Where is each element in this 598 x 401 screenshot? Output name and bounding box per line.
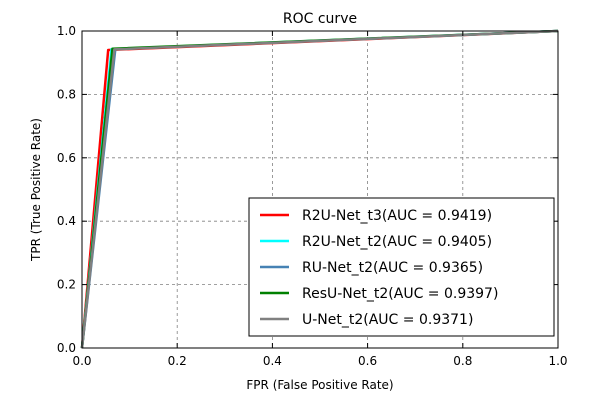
legend-label: R2U-Net_t3(AUC = 0.9419) [302, 208, 492, 224]
y-tick-label: 1.0 [57, 24, 76, 38]
x-tick-label: 0.4 [263, 354, 282, 368]
series-lines [80, 29, 559, 349]
x-tick-label: 1.0 [548, 354, 567, 368]
legend: R2U-Net_t3(AUC = 0.9419) R2U-Net_t2(AUC =… [248, 197, 555, 337]
legend-box [248, 197, 555, 337]
x-axis-label: FPR (False Positive Rate) [246, 378, 393, 392]
legend-label: RU-Net_t2(AUC = 0.9365) [302, 260, 483, 276]
x-tick-label: 0.2 [168, 354, 187, 368]
x-tick-label: 0.8 [453, 354, 472, 368]
legend-label: R2U-Net_t2(AUC = 0.9405) [302, 234, 492, 250]
legend-label: U-Net_t2(AUC = 0.9371) [302, 312, 473, 328]
chart-title: ROC curve [283, 11, 357, 27]
x-tick-label: 0.0 [72, 354, 91, 368]
y-tick-label: 0.6 [57, 151, 76, 165]
x-tick-label: 0.6 [358, 354, 377, 368]
series-line [80, 29, 559, 349]
plot-frame [81, 30, 559, 349]
y-tick-label: 0.2 [57, 278, 76, 292]
y-axis-label: TPR (True Positive Rate) [29, 118, 43, 262]
legend-label: ResU-Net_t2(AUC = 0.9397) [302, 286, 498, 302]
y-tick-label: 0.4 [57, 214, 76, 228]
y-tick-label: 0.0 [57, 341, 76, 355]
y-tick-label: 0.8 [57, 87, 76, 101]
axis-ticks: 0.0 0.2 0.4 0.6 0.8 1.0 0.0 0.2 0.4 0.6 0.8 1.0 [57, 24, 568, 368]
